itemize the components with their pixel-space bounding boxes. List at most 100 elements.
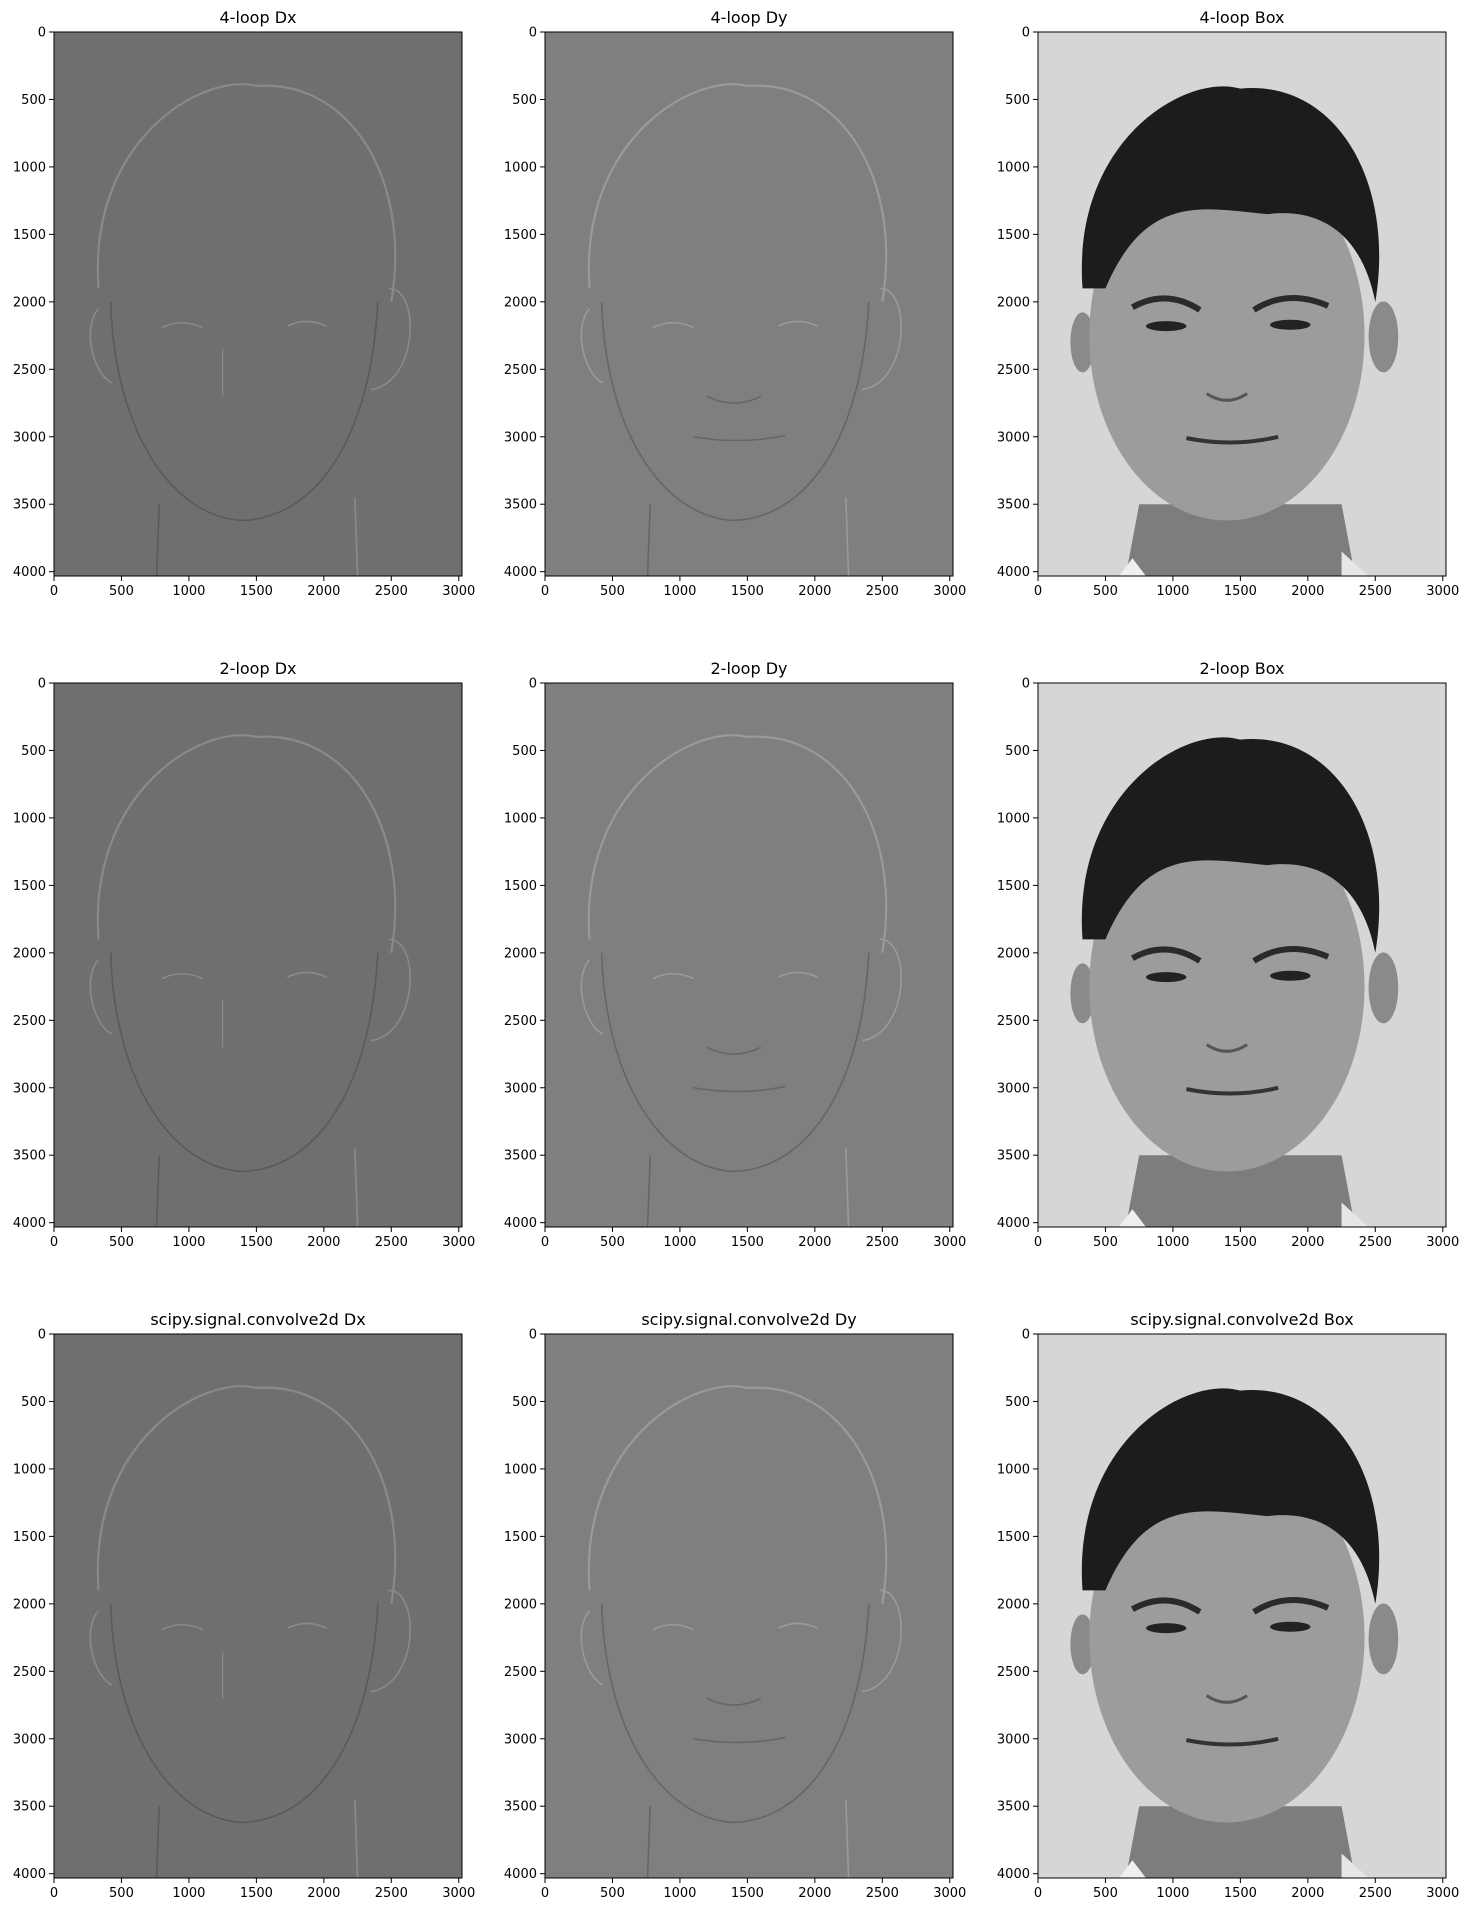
eye-right-outline [287,320,327,327]
x-tick-label: 1000 [663,1886,696,1901]
y-tick-label: 4000 [997,1216,1030,1231]
x-tick-label: 500 [600,1235,625,1250]
mouth-shape [1186,1085,1279,1096]
neck-left-outline [646,1806,652,1878]
x-tick-label: 1500 [1224,1886,1257,1901]
mouth-outline [693,1085,786,1093]
x-tick-label: 500 [600,1886,625,1901]
collar-left-shape [1118,558,1146,576]
y-tick-label: 4000 [13,1867,46,1882]
image-area [1038,32,1446,576]
panel-title: 2-loop Dy [710,659,787,678]
panel-title: 2-loop Box [1200,659,1285,678]
x-tick-label: 0 [1034,584,1042,599]
ear-right-shape [1368,301,1399,373]
brow-left-shape [1130,946,1202,964]
x-tick-label: 0 [541,1235,549,1250]
x-tick-label: 3000 [1426,1235,1459,1250]
y-tick-label: 1500 [13,1530,46,1545]
hair-shape [1081,86,1380,302]
face-shape [1089,1452,1365,1823]
brow-left-shape [1130,1597,1202,1615]
y-tick-label: 500 [512,1395,537,1410]
y-tick-label: 1500 [13,879,46,894]
y-tick-label: 3000 [13,430,46,445]
x-tick-label: 3000 [1426,584,1459,599]
x-tick-label: 1500 [240,1235,273,1250]
y-tick-label: 3000 [997,1732,1030,1747]
x-tick-label: 3000 [933,1886,966,1901]
y-tick-label: 2500 [13,363,46,378]
y-tick-label: 4000 [13,565,46,580]
x-tick-label: 0 [1034,1235,1042,1250]
neck-left-outline [646,1155,652,1227]
image-area [54,1334,462,1878]
ear-right-outline [370,287,411,391]
eye-right-outline [778,320,818,327]
x-tick-label: 1000 [663,584,696,599]
y-tick-label: 1500 [504,879,537,894]
panel-2: 4-loop Dy 0 500 1000 1500 2000 2500 3000 0 500 100… [504,8,966,599]
eye-left-outline [161,972,203,980]
hair-shape [1081,1388,1380,1604]
hair-outline [587,83,888,303]
y-tick-label: 2500 [13,1014,46,1029]
y-tick-label: 2500 [504,1665,537,1680]
x-tick-label: 500 [1093,584,1118,599]
y-tick-label: 1000 [504,160,537,175]
y-tick-label: 500 [21,744,46,759]
ear-left-shape [1070,1614,1095,1675]
hair-shape [1081,737,1380,953]
y-tick-label: 3000 [13,1081,46,1096]
image-background [54,32,462,576]
neck-shape [1125,1806,1356,1878]
x-tick-label: 2000 [1291,1886,1324,1901]
y-tick-label: 0 [1022,677,1030,692]
eye-left-outline [652,972,694,980]
face-outline [600,1603,870,1824]
axes-frame [1037,682,1447,1228]
y-tick-label: 3000 [504,1081,537,1096]
panel-9: scipy.signal.convolve2d Box 0 500 1000 1500 2… [997,1310,1459,1901]
neck-shape [1125,1155,1356,1227]
eye-left-outline [161,321,203,329]
nose-shape [1205,392,1248,402]
x-tick-label: 1500 [240,1886,273,1901]
y-tick-label: 4000 [997,1867,1030,1882]
x-tick-label: 3000 [442,584,475,599]
y-tick-label: 4000 [504,1216,537,1231]
x-tick-label: 2000 [307,1235,340,1250]
neck-right-outline [354,1799,359,1878]
panel-title: 4-loop Dy [710,8,787,27]
face-shape [1089,801,1365,1172]
x-tick-label: 3000 [442,1886,475,1901]
y-tick-label: 3500 [997,1149,1030,1164]
neck-right-outline [845,497,850,576]
neck-right-outline [845,1148,850,1227]
eye-left-outline [652,1623,694,1631]
y-tick-label: 1000 [13,160,46,175]
y-tick-label: 2500 [997,363,1030,378]
panel-6: 2-loop Box 0 500 1000 1500 2000 2500 3000 0 500 10… [997,659,1459,1250]
y-tick-label: 1500 [997,879,1030,894]
y-tick-label: 0 [529,1328,537,1343]
panel-title: scipy.signal.convolve2d Box [1130,1310,1353,1329]
hair-outline [587,1385,888,1605]
eye-right-shape [1270,970,1311,981]
image-background [545,32,953,576]
x-tick-label: 3000 [1426,1886,1459,1901]
y-tick-label: 0 [1022,26,1030,41]
y-tick-label: 3000 [504,1732,537,1747]
eye-right-outline [778,1622,818,1629]
y-tick-label: 2500 [997,1665,1030,1680]
x-tick-label: 2500 [375,1886,408,1901]
image-background [54,1334,462,1878]
x-tick-label: 2500 [866,1886,899,1901]
x-tick-label: 1500 [731,1235,764,1250]
y-tick-label: 500 [1005,93,1030,108]
neck-left-outline [646,504,652,576]
x-tick-label: 2500 [375,584,408,599]
y-tick-label: 3000 [504,430,537,445]
panel-5: 2-loop Dy 0 500 1000 1500 2000 2500 3000 0 500 100… [504,659,966,1250]
y-tick-label: 500 [512,744,537,759]
